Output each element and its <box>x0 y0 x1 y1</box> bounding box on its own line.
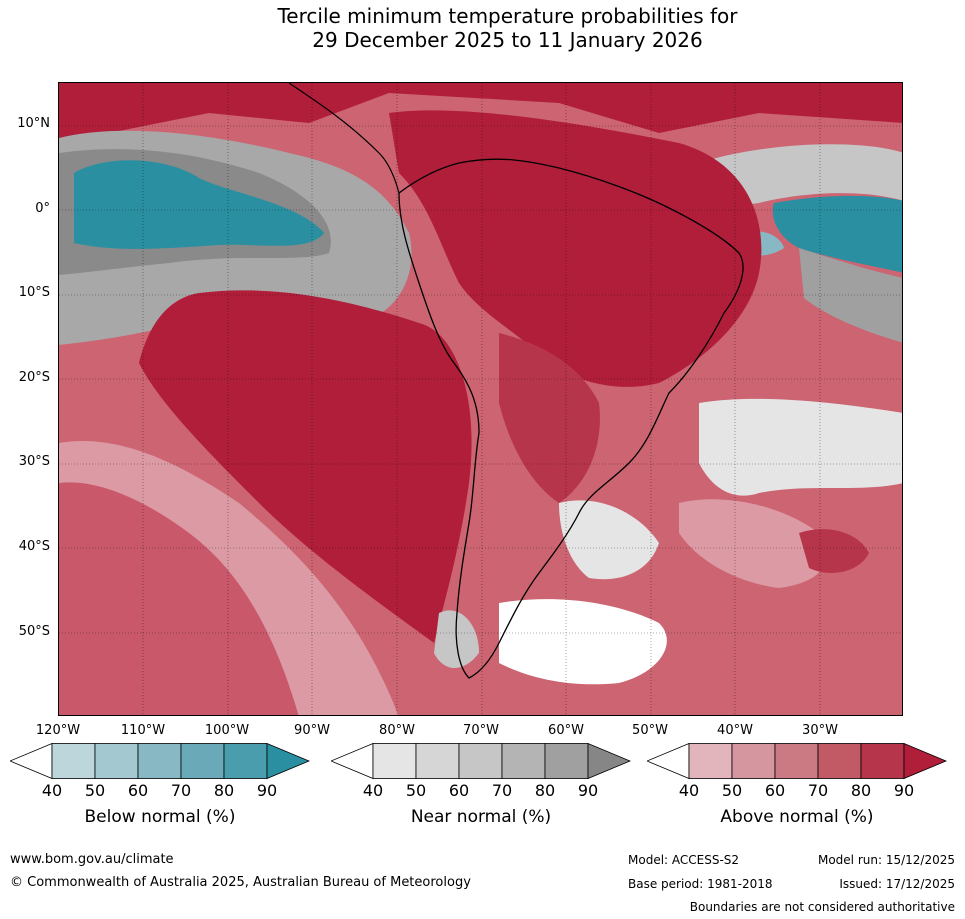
zone-above-strong-atlantic <box>799 529 869 573</box>
colorbar-segment <box>501 743 546 779</box>
graticule <box>59 83 902 715</box>
legend-near: 40 50 60 70 80 90 Near normal (%) <box>331 743 631 833</box>
lat-label-40s: 40°S <box>18 539 50 554</box>
colorbar-extend-high <box>266 743 310 780</box>
colorbar-segment <box>94 743 139 779</box>
lon-label-120w: 120°W <box>35 723 81 738</box>
colorbar-tick: 50 <box>405 781 427 800</box>
lon-label-50w: 50°W <box>632 723 668 738</box>
colorbar-segment <box>180 743 225 779</box>
lat-label-50s: 50°S <box>18 624 50 639</box>
colorbar-tick: 40 <box>678 781 700 800</box>
colorbar-segment <box>458 743 503 779</box>
zone-above-andes <box>499 333 600 503</box>
zone-near-pampas <box>559 500 659 580</box>
lat-label-20s: 20°S <box>18 370 50 385</box>
legend-above: 40 50 60 70 80 90 Above normal (%) <box>647 743 947 833</box>
colorbar-extend-low <box>331 743 374 780</box>
colorbar-tick: 70 <box>807 781 829 800</box>
colorbar-tick: 90 <box>893 781 915 800</box>
lon-label-70w: 70°W <box>463 723 499 738</box>
south-america-coastline <box>398 158 744 679</box>
colorbar-extend-high <box>587 743 631 780</box>
colorbar-segment <box>817 743 862 779</box>
zone-normal-patagonia <box>499 599 667 685</box>
lat-label-30s: 30°S <box>18 454 50 469</box>
title-line-1: Tercile minimum temperature probabilitie… <box>277 4 738 28</box>
colorbar-tick: 90 <box>256 781 278 800</box>
probability-map[interactable] <box>58 82 903 716</box>
colorbar-near <box>331 743 631 780</box>
zone-near-atlantic-north <box>699 144 902 204</box>
lat-label-0: 0° <box>35 201 50 216</box>
colorbar-tick: 80 <box>850 781 872 800</box>
colorbar-tick: 40 <box>362 781 384 800</box>
lon-label-90w: 90°W <box>294 723 330 738</box>
zone-above-strong-north <box>59 83 902 143</box>
footer-base-period: Base period: 1981-2018 <box>628 877 773 891</box>
zone-above-light-south-atlantic <box>679 499 827 588</box>
zone-near-atlantic-south <box>799 248 902 343</box>
lon-label-110w: 110°W <box>120 723 166 738</box>
map-title: Tercile minimum temperature probabilitie… <box>0 4 965 52</box>
legend-title-near: Near normal (%) <box>410 807 552 827</box>
colorbar-segment <box>688 743 733 779</box>
colorbar-extend-low <box>647 743 690 780</box>
zone-above-mid-southwest <box>59 482 299 715</box>
colorbar-tick: 40 <box>41 781 63 800</box>
colorbar-tick: 70 <box>170 781 192 800</box>
colorbar-extend-low <box>10 743 53 780</box>
colorbar-segment <box>223 743 268 779</box>
colorbar-segment <box>860 743 905 779</box>
colorbar-segment <box>415 743 460 779</box>
colorbar-segment <box>731 743 776 779</box>
footer-issued: Issued: 17/12/2025 <box>839 877 955 891</box>
colorbar-tick: 60 <box>127 781 149 800</box>
colorbar-tick: 50 <box>84 781 106 800</box>
lon-label-100w: 100°W <box>204 723 250 738</box>
colorbar-segment <box>372 743 417 779</box>
zone-near-south-atlantic <box>699 398 902 496</box>
colorbar-segment <box>51 743 96 779</box>
footer-url[interactable]: www.bom.gov.au/climate <box>10 852 174 867</box>
zone-above-strong-pacific <box>139 290 472 643</box>
colorbar-tick: 60 <box>764 781 786 800</box>
lon-label-40w: 40°W <box>717 723 753 738</box>
lat-label-10s: 10°S <box>18 285 50 300</box>
colorbar-extend-high <box>903 743 947 780</box>
colorbar-below <box>10 743 310 780</box>
map-svg <box>59 83 902 715</box>
legend-title-above: Above normal (%) <box>720 807 874 827</box>
colorbar-tick: 80 <box>213 781 235 800</box>
legend-below: 40 50 60 70 80 90 Below normal (%) <box>10 743 310 833</box>
lon-label-60w: 60°W <box>548 723 584 738</box>
zone-below-pacific <box>74 160 324 249</box>
colorbar-tick: 90 <box>577 781 599 800</box>
colorbar-tick: 70 <box>491 781 513 800</box>
footer-model-run: Model run: 15/12/2025 <box>817 853 955 867</box>
lat-label-10n: 10°N <box>17 116 50 131</box>
colorbar-segment <box>544 743 589 779</box>
colorbar-above <box>647 743 947 780</box>
title-line-2: 29 December 2025 to 11 January 2026 <box>312 28 703 52</box>
colorbar-segment <box>137 743 182 779</box>
footer-copyright: © Commonwealth of Australia 2025, Austra… <box>10 875 471 890</box>
colorbar-segment <box>774 743 819 779</box>
colorbar-tick: 60 <box>448 781 470 800</box>
footer-model: Model: ACCESS-S2 <box>628 853 740 867</box>
footer-boundaries: Boundaries are not considered authoritat… <box>689 900 955 914</box>
colorbar-tick: 80 <box>534 781 556 800</box>
zone-below-atlantic <box>772 195 902 273</box>
legend-title-below: Below normal (%) <box>84 807 236 827</box>
lon-label-30w: 30°W <box>802 723 838 738</box>
lon-label-80w: 80°W <box>379 723 415 738</box>
colorbar-tick: 50 <box>721 781 743 800</box>
